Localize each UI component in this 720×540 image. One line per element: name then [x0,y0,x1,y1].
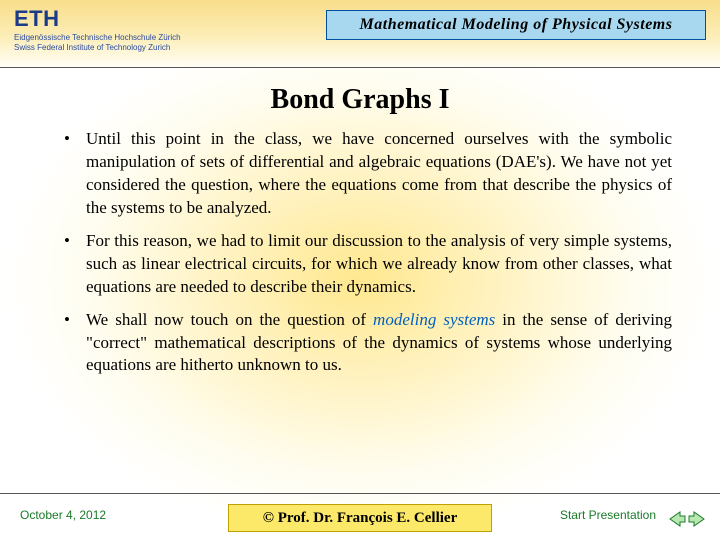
start-presentation-link[interactable]: Start Presentation [560,508,656,522]
list-item: Until this point in the class, we have c… [64,128,672,220]
course-title: Mathematical Modeling of Physical System… [360,16,673,34]
bullet-text-pre: For this reason, we had to limit our dis… [86,231,672,296]
header-band: ETH Eidgenössische Technische Hochschule… [0,0,720,68]
footer-author: © Prof. Dr. François E. Cellier [263,510,458,527]
bullet-text-pre: We shall now touch on the question of [86,310,373,329]
footer-author-box: © Prof. Dr. François E. Cellier [228,504,492,532]
footer-date: October 4, 2012 [20,508,106,522]
slide: ETH Eidgenössische Technische Hochschule… [0,0,720,540]
next-arrow-icon[interactable] [688,510,706,528]
prev-arrow-icon[interactable] [668,510,686,528]
bullet-text-pre: Until this point in the class, we have c… [86,129,672,217]
logo-subtitle-2: Swiss Federal Institute of Technology Zu… [14,43,234,52]
list-item: We shall now touch on the question of mo… [64,309,672,378]
slide-title: Bond Graphs I [0,84,720,116]
logo-subtitle-1: Eidgenössische Technische Hochschule Zür… [14,33,234,42]
nav-arrows [668,510,706,528]
footer-divider [0,493,720,494]
course-title-box: Mathematical Modeling of Physical System… [326,10,706,40]
bullet-text-em: modeling systems [373,310,495,329]
bullet-list: Until this point in the class, we have c… [64,128,672,387]
logo-block: ETH Eidgenössische Technische Hochschule… [14,6,234,52]
list-item: For this reason, we had to limit our dis… [64,230,672,299]
logo-text: ETH [14,6,234,32]
